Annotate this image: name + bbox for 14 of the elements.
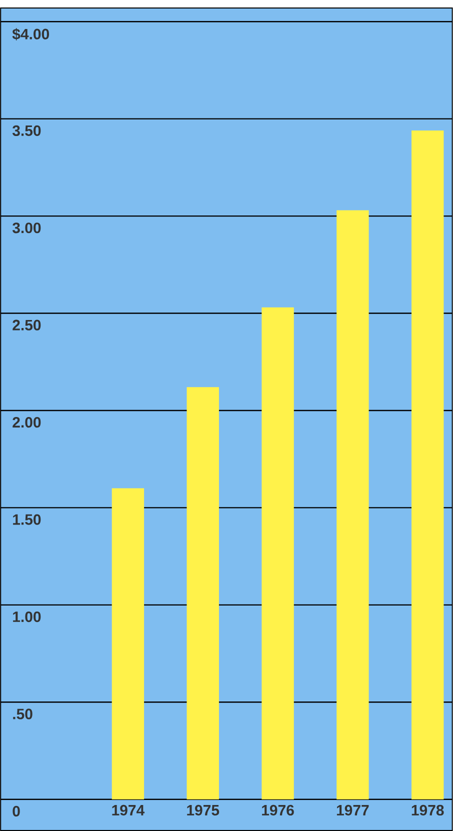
y-tick-label: .50 [13, 708, 32, 720]
y-tick-label: 3.50 [12, 125, 41, 136]
x-tick-label: 1976 [262, 804, 294, 816]
y-tick-label: 2.50 [12, 320, 41, 330]
y-tick-label: 1.50 [13, 514, 41, 525]
x-tick-label: 1975 [187, 804, 220, 816]
y-tick-label: 2.00 [12, 417, 41, 428]
x-tick-label: 1978 [412, 804, 444, 816]
x-tick-label: 1974 [112, 804, 145, 816]
y-tick-label: 1.00 [13, 611, 41, 622]
x-tick-label: 1977 [336, 804, 369, 816]
y-tick-label: $4.00 [12, 28, 50, 40]
y-tick-label: 3.00 [12, 222, 41, 234]
y-tick-label: 0 [12, 806, 20, 817]
